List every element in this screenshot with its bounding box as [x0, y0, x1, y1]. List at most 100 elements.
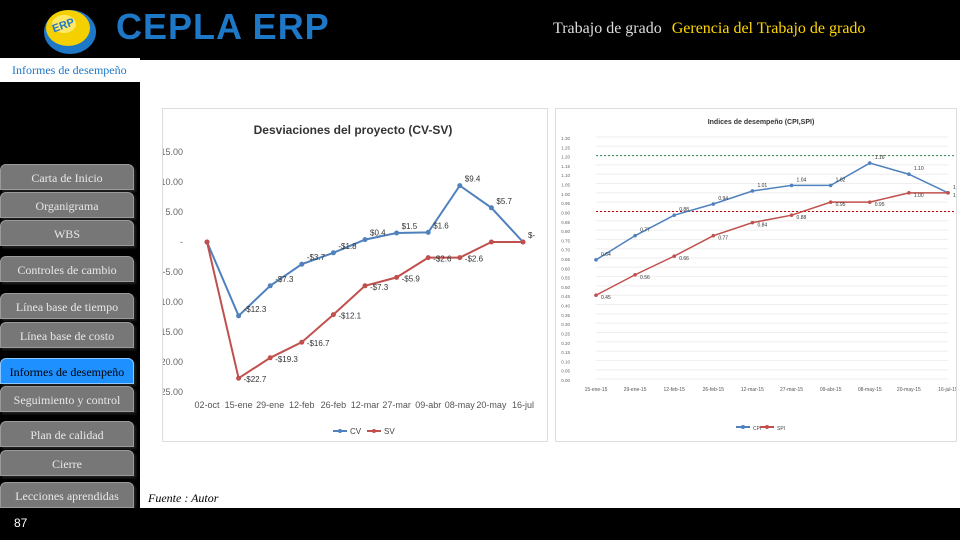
y-tick-label: 0.25	[561, 331, 570, 336]
y-tick-label: 1.00	[561, 192, 570, 197]
x-tick-label: 20-may-15	[897, 387, 921, 393]
data-point-spi	[828, 200, 833, 204]
data-point-cv	[394, 230, 400, 236]
legend-label-sv: SV	[384, 427, 395, 436]
data-label: 1.00	[953, 193, 956, 199]
active-section-label: Informes de desempeño	[0, 58, 140, 82]
y-tick-label: 0.05	[561, 369, 570, 374]
data-label: $-	[528, 231, 535, 240]
sidebar-item-cierre[interactable]: Cierre	[0, 450, 134, 476]
y-tick-label: -5.00	[163, 267, 183, 277]
series-line-cpi	[595, 162, 949, 261]
sidebar-item-informes-de-desempeno[interactable]: Informes de desempeño	[0, 358, 134, 384]
data-point-sv	[394, 274, 400, 280]
data-label: 1.00	[914, 193, 924, 199]
chart-title: Desviaciones del proyecto (CV-SV)	[254, 123, 453, 137]
data-label: $0.4	[370, 229, 386, 238]
data-point-sv	[488, 239, 494, 245]
y-tick-label: 0.55	[561, 276, 570, 281]
data-label: -$7.3	[275, 275, 294, 284]
y-tick-label: 1.15	[561, 164, 570, 169]
data-point-sv	[425, 255, 431, 261]
y-tick-label: -	[180, 237, 183, 247]
series-line-spi	[595, 192, 948, 296]
x-tick-label: 15-ene-15	[585, 387, 608, 393]
x-tick-label: 08-may-15	[858, 387, 882, 393]
y-tick-label: -10.00	[163, 297, 183, 307]
y-tick-label: 1.05	[561, 183, 570, 188]
data-point-cpi	[594, 258, 598, 262]
source-caption: Fuente : Autor	[148, 491, 219, 505]
data-label: 0.64	[601, 252, 611, 258]
chart-title: Indices de desempeño (CPI,SPI)	[708, 119, 815, 126]
x-tick-label: 27-mar-15	[780, 387, 803, 393]
data-point-sv	[520, 239, 526, 245]
performance-index-chart: Indices de desempeño (CPI,SPI) 1.30 1.25 1.…	[555, 108, 960, 442]
sidebar-item-carta-de-inicio[interactable]: Carta de Inicio	[0, 164, 134, 190]
sidebar-item-seguimiento-y-control[interactable]: Seguimiento y control	[0, 386, 134, 412]
data-label: 0.56	[640, 275, 650, 281]
data-point-cv	[236, 313, 242, 319]
x-tick-label: 29-ene-15	[624, 387, 647, 393]
data-label: 0.84	[757, 223, 767, 229]
y-tick-label: 0.95	[561, 201, 570, 206]
x-tick-label: 09-abr-15	[820, 387, 842, 393]
data-point-spi	[946, 191, 950, 195]
data-label: 1.01	[757, 183, 767, 189]
data-label: -$1.8	[338, 242, 357, 251]
y-tick-label: 5.00	[165, 207, 183, 217]
data-label: 0.77	[718, 236, 728, 242]
y-tick-label: 0.10	[561, 359, 570, 364]
x-tick-label: 16-jul-15	[938, 387, 956, 393]
data-point-cpi	[672, 213, 677, 217]
data-label: 1.04	[797, 177, 807, 183]
y-tick-label: 0.00	[561, 378, 570, 383]
data-point-sv	[362, 283, 368, 289]
data-label: -$7.3	[370, 283, 389, 292]
y-tick-label: 0.65	[561, 257, 570, 262]
data-label: 0.88	[797, 215, 807, 221]
y-tick-label: 0.30	[561, 322, 570, 327]
header-subtitle-right: Gerencia del Trabajo de grado	[671, 20, 866, 37]
data-point-cpi	[789, 183, 794, 188]
data-label: -$16.7	[307, 339, 330, 348]
header-subtitle: Trabajo de grado Gerencia del Trabajo de …	[553, 20, 865, 38]
page-number: 87	[14, 516, 28, 530]
x-tick-label: 16-jul	[512, 400, 534, 410]
data-label: 0.95	[875, 202, 885, 208]
data-point-sv	[330, 312, 336, 318]
data-point-spi	[672, 254, 677, 258]
y-tick-label: 0.45	[561, 294, 570, 299]
y-tick-label: 1.20	[561, 155, 570, 160]
data-label: 1.10	[914, 166, 924, 172]
y-tick-label: -15.00	[163, 327, 183, 337]
data-point-sv	[457, 255, 463, 261]
data-point-spi	[711, 233, 716, 238]
data-label: -$2.6	[433, 255, 452, 264]
data-point-spi	[907, 191, 911, 195]
data-point-spi	[867, 200, 872, 204]
x-tick-label: 12-feb-15	[664, 387, 686, 393]
deviation-chart-svg: Desviaciones del proyecto (CV-SV) 15.00 10…	[157, 123, 535, 436]
data-label: -$19.3	[275, 355, 298, 364]
data-point-sv	[267, 355, 273, 361]
x-tick-label: 09-abr	[415, 400, 441, 410]
data-label: -$22.7	[244, 375, 267, 384]
data-label: 0.66	[679, 256, 689, 262]
y-tick-label: 0.35	[561, 313, 570, 318]
data-point-sv	[299, 339, 305, 345]
data-label: 0.77	[640, 228, 650, 234]
data-point-spi	[750, 220, 755, 225]
sidebar-item-organigrama[interactable]: Organigrama	[0, 192, 134, 218]
legend-marker-spi	[765, 425, 769, 429]
data-label: 0.94	[718, 196, 728, 202]
sidebar-item-plan-de-calidad[interactable]: Plan de calidad	[0, 421, 134, 447]
y-tick-label: 0.15	[561, 350, 570, 355]
sidebar-item-wbs[interactable]: WBS	[0, 220, 134, 246]
data-point-cv	[488, 205, 494, 211]
sidebar-item-lecciones-aprendidas[interactable]: Lecciones aprendidas	[0, 482, 134, 508]
sidebar-item-linea-base-de-tiempo[interactable]: Línea base de tiempo	[0, 293, 134, 319]
sidebar-item-controles-de-cambio[interactable]: Controles de cambio	[0, 256, 134, 282]
data-point-cpi	[867, 161, 872, 165]
sidebar-item-linea-base-de-costo[interactable]: Línea base de costo	[0, 322, 134, 348]
